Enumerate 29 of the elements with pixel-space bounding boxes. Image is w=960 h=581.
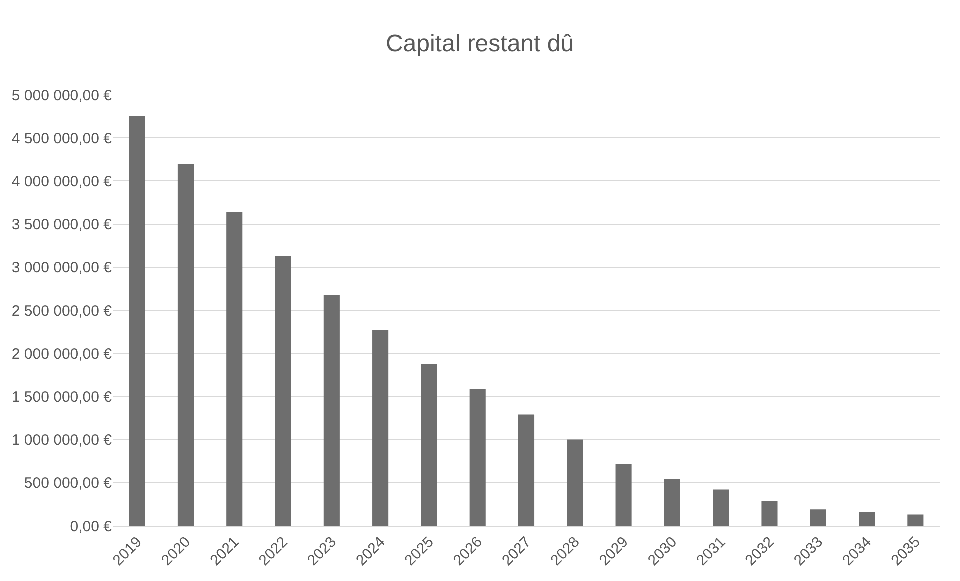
y-tick-label: 2 000 000,00 € bbox=[12, 346, 113, 363]
bar bbox=[275, 256, 292, 526]
y-tick-label: 4 000 000,00 € bbox=[12, 173, 113, 190]
y-tick-label: 500 000,00 € bbox=[24, 475, 113, 492]
bar bbox=[616, 464, 632, 526]
bar bbox=[372, 330, 389, 526]
bar bbox=[421, 364, 438, 526]
bar bbox=[178, 164, 194, 526]
bar bbox=[908, 514, 924, 526]
bar bbox=[518, 414, 535, 526]
y-tick-label: 2 500 000,00 € bbox=[12, 302, 113, 320]
y-tick-label: 1 000 000,00 € bbox=[12, 432, 113, 450]
bar bbox=[664, 479, 680, 526]
bar bbox=[129, 116, 146, 526]
bar bbox=[713, 490, 730, 526]
bar bbox=[810, 510, 826, 526]
y-tick-label: 0,00 € bbox=[70, 518, 113, 536]
bar bbox=[567, 440, 584, 526]
y-tick-label: 4 500 000,00 € bbox=[12, 130, 113, 148]
bar bbox=[859, 512, 876, 526]
bar bbox=[762, 501, 778, 526]
bar bbox=[226, 212, 243, 526]
bar bbox=[470, 388, 486, 526]
y-tick-label: 1 500 000,00 € bbox=[12, 388, 113, 406]
y-tick-label: 3 000 000,00 € bbox=[12, 260, 113, 277]
bar bbox=[324, 294, 340, 526]
y-tick-label: 3 500 000,00 € bbox=[12, 216, 113, 234]
y-tick-label: 5 000 000,00 € bbox=[12, 87, 113, 104]
chart-title: Capital restant dû bbox=[386, 30, 574, 58]
